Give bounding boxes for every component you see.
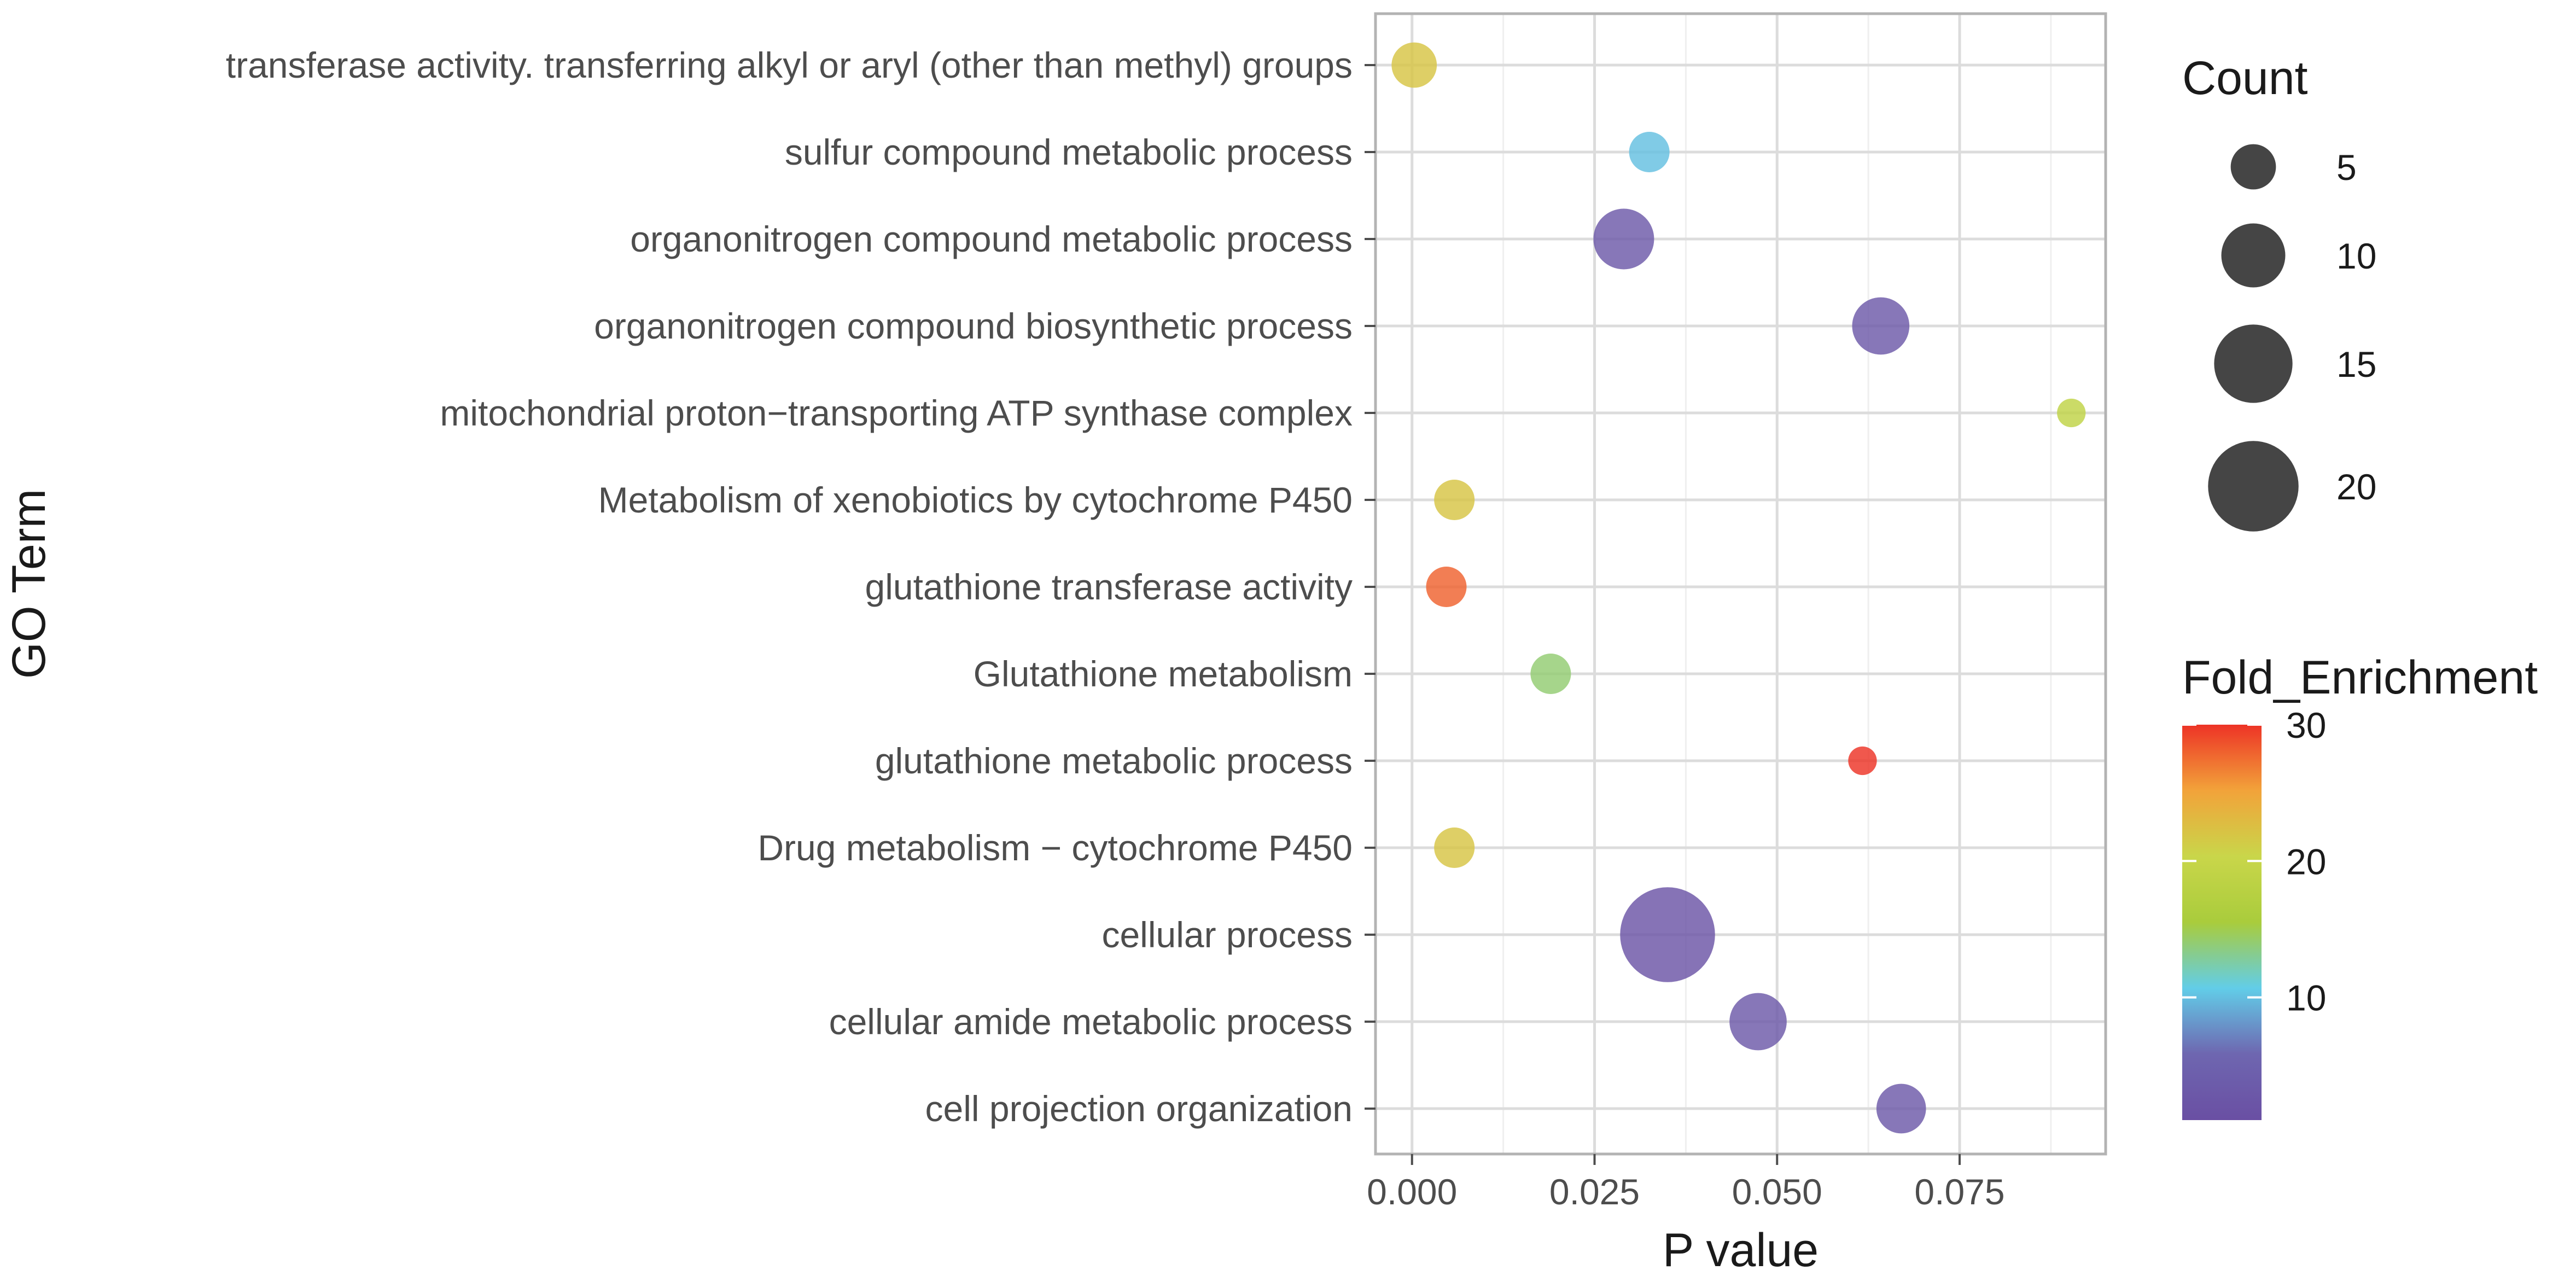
bubble-point-11 (1729, 993, 1787, 1051)
size-legend-label-3: 20 (2336, 467, 2376, 507)
size-legend-label-0: 5 (2336, 147, 2357, 188)
bubble-point-4 (2057, 398, 2086, 428)
x-tick-label-2: 0.050 (1732, 1172, 1822, 1212)
size-legend-title: Count (2182, 52, 2308, 104)
bubble-point-6 (1426, 567, 1467, 607)
y-tick-label-7: Glutathione metabolism (974, 654, 1353, 694)
y-tick-label-12: cell projection organization (925, 1088, 1353, 1129)
y-tick-label-2: organonitrogen compound metabolic proces… (630, 219, 1353, 259)
y-tick-label-8: glutathione metabolic process (875, 741, 1353, 781)
y-tick-label-3: organonitrogen compound biosynthetic pro… (594, 306, 1353, 346)
y-tick-label-11: cellular amide metabolic process (829, 1001, 1353, 1042)
color-legend-bar (2182, 725, 2262, 1120)
size-legend-label-1: 10 (2336, 236, 2376, 276)
x-tick-label-0: 0.000 (1367, 1172, 1457, 1212)
bubble-point-3 (1852, 297, 1910, 355)
y-tick-label-6: glutathione transferase activity (865, 567, 1353, 607)
bubble-point-2 (1593, 208, 1654, 270)
bubble-point-5 (1434, 480, 1475, 520)
y-tick-label-1: sulfur compound metabolic process (785, 132, 1353, 172)
size-legend-key-3 (2208, 441, 2299, 532)
plot-panel-border (1374, 12, 2107, 1156)
color-legend-label-1: 20 (2286, 841, 2326, 882)
bubble-point-1 (1629, 132, 1670, 172)
bubble-point-8 (1848, 746, 1877, 776)
size-legend-key-2 (2214, 324, 2293, 403)
x-tick-label-3: 0.075 (1914, 1172, 2004, 1212)
bubble-point-12 (1876, 1083, 1926, 1134)
bubble-point-10 (1620, 887, 1715, 982)
color-legend-label-2: 30 (2286, 705, 2326, 745)
y-tick-label-4: mitochondrial proton−transporting ATP sy… (440, 393, 1353, 433)
bubble-point-7 (1530, 654, 1571, 694)
y-tick-label-9: Drug metabolism − cytochrome P450 (757, 827, 1353, 868)
size-legend-label-2: 15 (2336, 344, 2376, 384)
color-legend-label-0: 10 (2286, 978, 2326, 1018)
bubble-point-9 (1434, 827, 1475, 868)
color-legend-title: Fold_Enrichment (2182, 651, 2538, 704)
bubble-point-0 (1391, 42, 1437, 88)
size-legend-key-0 (2230, 144, 2276, 190)
plot-panel-background (1376, 14, 2106, 1154)
y-tick-label-10: cellular process (1101, 914, 1353, 955)
y-axis-title: GO Term (3, 489, 55, 679)
x-tick-label-1: 0.025 (1549, 1172, 1640, 1212)
size-legend-key-1 (2221, 223, 2286, 288)
x-axis-title: P value (1663, 1224, 1819, 1277)
y-tick-label-5: Metabolism of xenobiotics by cytochrome … (598, 480, 1353, 520)
y-tick-label-0: transferase activity. transferring alkyl… (226, 45, 1353, 85)
